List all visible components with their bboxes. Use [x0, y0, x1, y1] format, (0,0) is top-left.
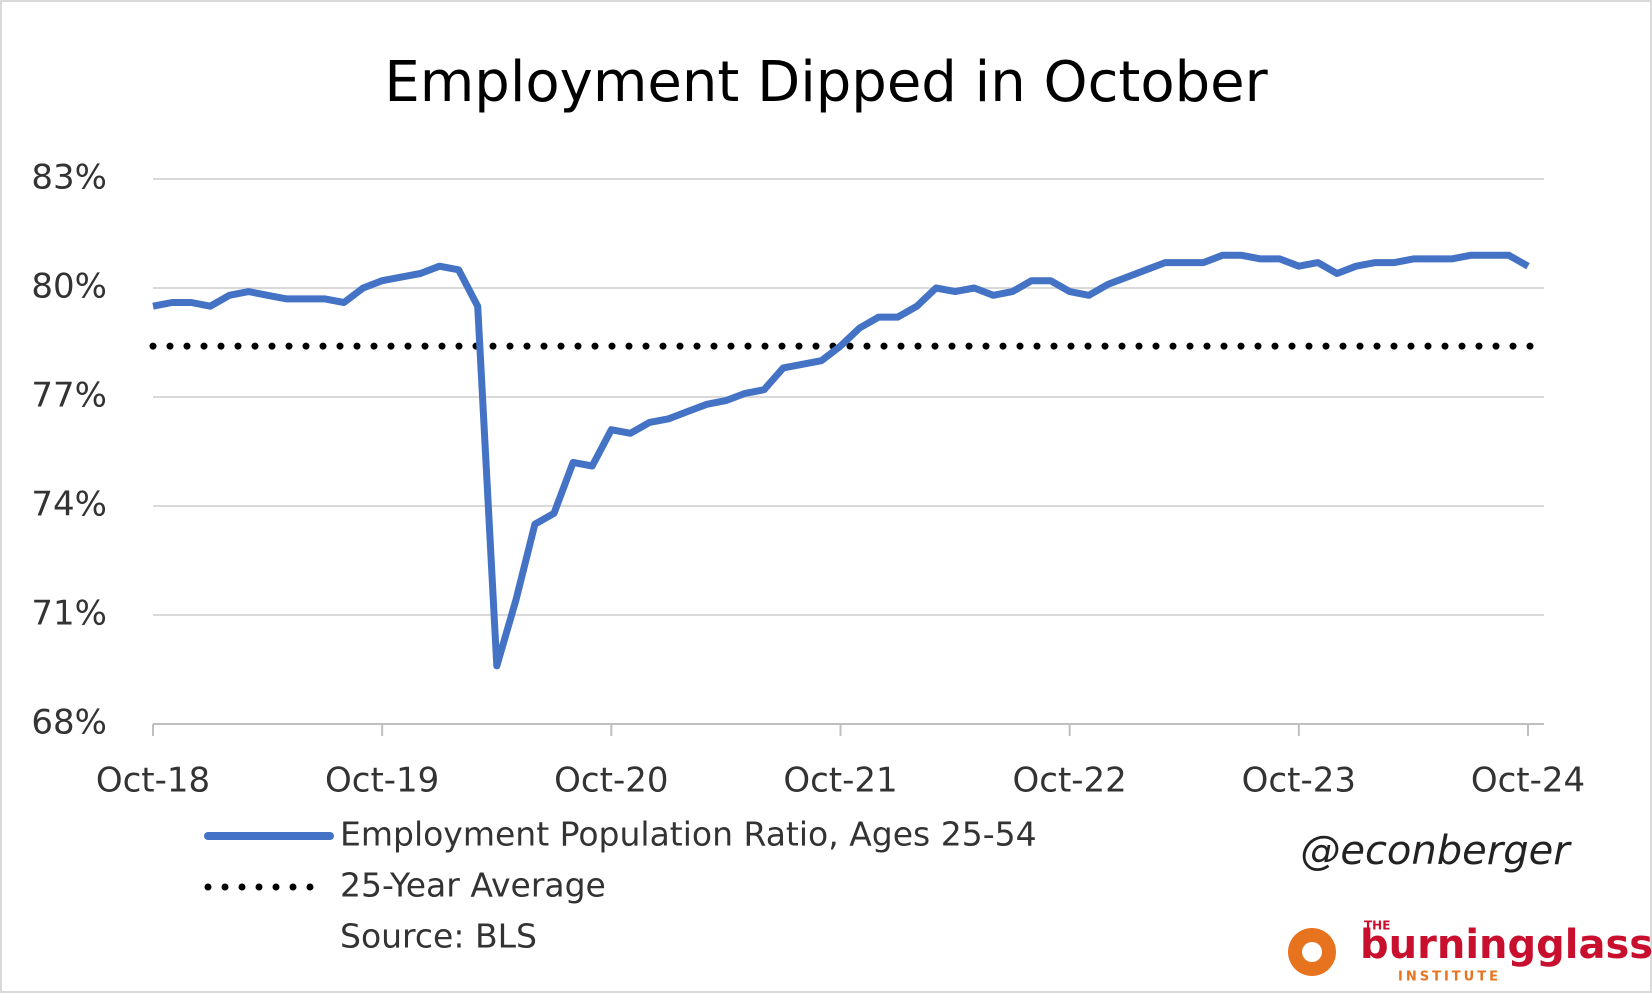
- logo-text: burningglass: [1360, 922, 1652, 968]
- x-tick-label: Oct-19: [325, 761, 439, 801]
- credit: @econberger: [1300, 828, 1572, 874]
- y-tick-label: 77%: [31, 376, 107, 416]
- y-tick-label: 68%: [31, 703, 107, 743]
- y-tick-label: 74%: [31, 485, 107, 525]
- logo-icon: [1302, 942, 1322, 962]
- logo-text: INSTITUTE: [1398, 970, 1501, 985]
- x-tick-label: Oct-20: [554, 761, 668, 801]
- x-tick-label: Oct-22: [1013, 761, 1127, 801]
- y-tick-label: 71%: [31, 594, 107, 634]
- logo-text: THE: [1364, 919, 1390, 933]
- x-tick-label: Oct-23: [1242, 761, 1356, 801]
- x-tick-label: Oct-24: [1471, 761, 1585, 801]
- y-tick-label: 80%: [31, 267, 107, 307]
- source: Source: BLS: [340, 917, 537, 956]
- y-tick-label: 83%: [31, 158, 107, 198]
- chart-title: Employment Dipped in October: [384, 50, 1268, 115]
- x-tick-label: Oct-21: [783, 761, 897, 801]
- legend-label: 25-Year Average: [340, 866, 606, 905]
- legend-label: Employment Population Ratio, Ages 25-54: [340, 815, 1037, 854]
- logo: THE burningglass INSTITUTE: [1288, 919, 1652, 985]
- x-tick-label: Oct-18: [96, 761, 210, 801]
- line-series: [152, 251, 1530, 670]
